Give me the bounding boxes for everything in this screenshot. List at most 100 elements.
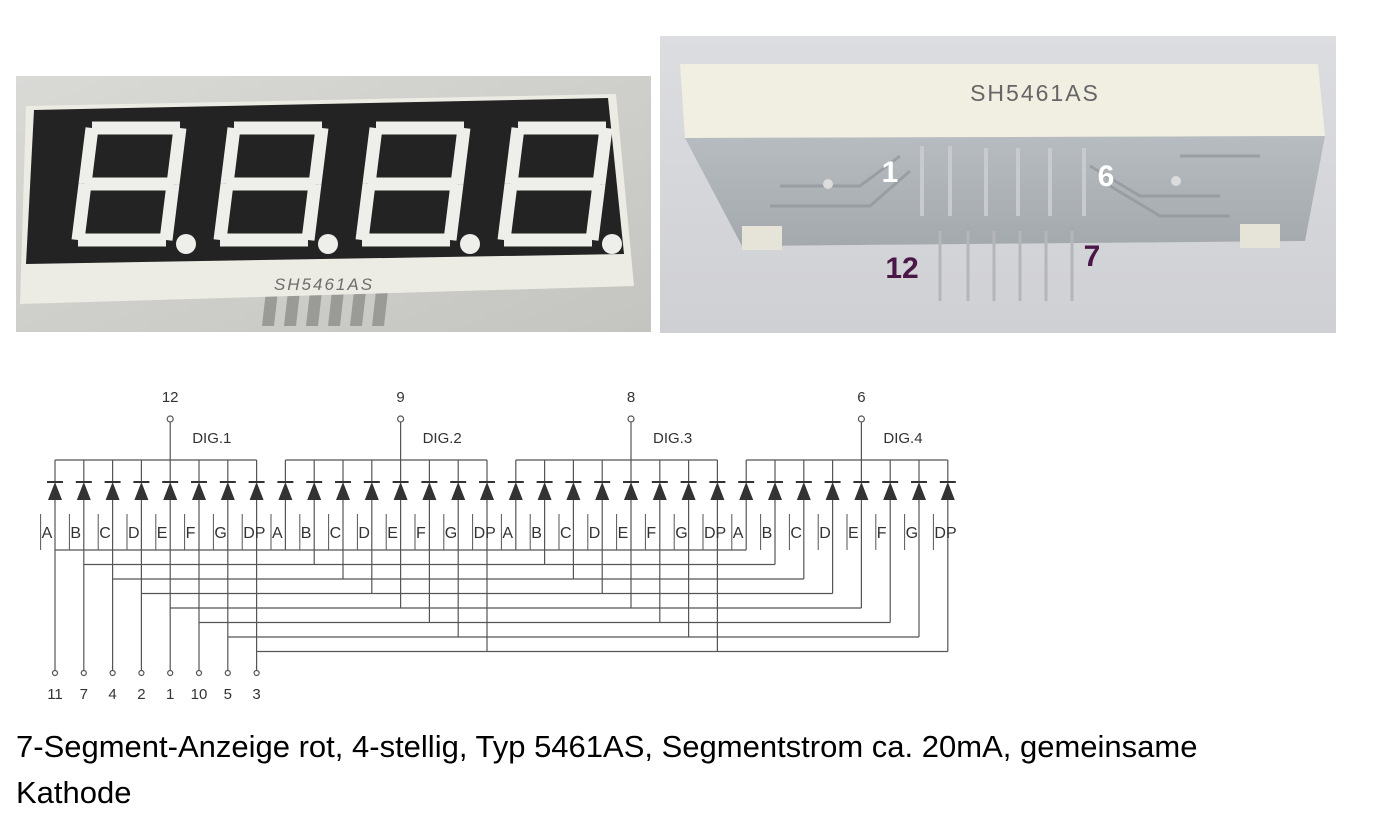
caption: 7-Segment-Anzeige rot, 4-stellig, Typ 54… [16,724,1356,816]
front-segment [213,183,234,241]
diode-icon [278,482,293,500]
front-segment [497,183,518,241]
segment-label: G [214,525,226,542]
segment-terminal [109,669,116,677]
front-segment [504,127,525,185]
diode-icon [825,482,840,500]
segment-pin-number: 5 [224,686,232,703]
diode-icon [422,482,437,500]
front-segment [71,183,92,241]
segment-label: B [70,525,81,542]
segment-label: A [502,525,513,542]
diode-icon [796,482,811,500]
digit-terminal [857,415,866,423]
segment-label: C [99,525,111,542]
digit-terminal [397,415,405,423]
diode-icon [854,482,869,500]
front-decimal-point [318,234,338,254]
segment-label: E [618,525,629,542]
segment-label: E [157,525,168,542]
segment-label: DP [704,525,726,542]
front-segment [166,127,187,185]
segment-terminal [167,669,174,677]
front-segment [450,127,471,185]
segment-pin-number: 4 [108,686,116,703]
segment-terminal [138,669,145,677]
segment-terminal [80,669,87,677]
diode-icon [48,482,62,500]
front-decimal-point [176,234,196,254]
diode-icon [364,482,379,500]
digit-terminal [166,415,174,423]
diode-icon [336,482,350,500]
segment-pin-number: 7 [80,686,88,703]
segment-label: A [733,525,744,542]
diode-icon [393,482,408,500]
front-model-label: SH5461AS [274,275,374,294]
segment-label: DP [243,525,265,542]
segment-label: E [848,525,859,542]
segment-label: B [301,525,312,542]
segment-label: G [906,525,918,542]
diode-icon [537,482,552,500]
diode-icon [681,482,696,500]
diode-icon [451,482,466,500]
digit-label: DIG.4 [883,430,922,447]
diode-icon [105,482,120,500]
segment-label: B [531,525,542,542]
segment-pin-number: 10 [191,686,208,703]
diode-icon [249,482,264,500]
diode-icon [480,482,494,500]
segment-label: A [272,525,283,542]
diode-icon [883,482,898,500]
diode-icon [652,482,667,500]
diode-icon [710,482,725,500]
diode-icon [220,482,235,500]
caption-line-2: Kathode [16,775,132,810]
digit-pin-number: 12 [162,389,179,406]
segment-label: D [358,525,370,542]
display-front-photo: SH5461AS [16,76,651,332]
diode-icon [739,482,754,500]
diode-icon [912,482,926,500]
digit-label: DIG.3 [653,430,692,447]
caption-line-1: 7-Segment-Anzeige rot, 4-stellig, Typ 54… [16,729,1198,764]
front-segment [301,183,322,241]
segment-label: D [589,525,601,542]
pin-label-1: 1 [882,156,899,189]
pin-label-6: 6 [1098,160,1115,193]
segment-label: G [445,525,457,542]
front-segment [159,183,180,241]
digit-pin-number: 6 [857,389,865,406]
digit-label: DIG.1 [192,430,231,447]
digit-terminal [627,415,635,423]
segment-label: D [819,525,831,542]
segment-label: G [675,525,687,542]
display-back-photo: SH5461AS 1 6 12 7 [660,36,1336,333]
segment-pin-number: 11 [47,686,63,703]
front-segment [592,127,613,185]
segment-label: DP [474,525,496,542]
diode-icon [163,482,178,500]
front-segment [585,183,606,241]
diode-icon [307,482,322,500]
segment-label: B [762,525,773,542]
pin-label-12: 12 [885,252,918,285]
front-segment [362,127,383,185]
segment-pin-number: 2 [137,686,145,703]
back-model-label: SH5461AS [970,80,1100,106]
diode-icon [624,482,638,500]
segment-label: C [560,525,572,542]
segment-pin-number: 3 [252,686,260,703]
segment-label: F [416,525,426,542]
diode-icon [940,482,955,500]
diode-icon [595,482,610,500]
pin-label-7: 7 [1084,240,1101,273]
front-segment [443,183,464,241]
diode-icon [134,482,149,500]
diode-icon [566,482,581,500]
front-decimal-point [460,234,480,254]
diode-icon [768,482,782,500]
diode-icon [192,482,206,500]
